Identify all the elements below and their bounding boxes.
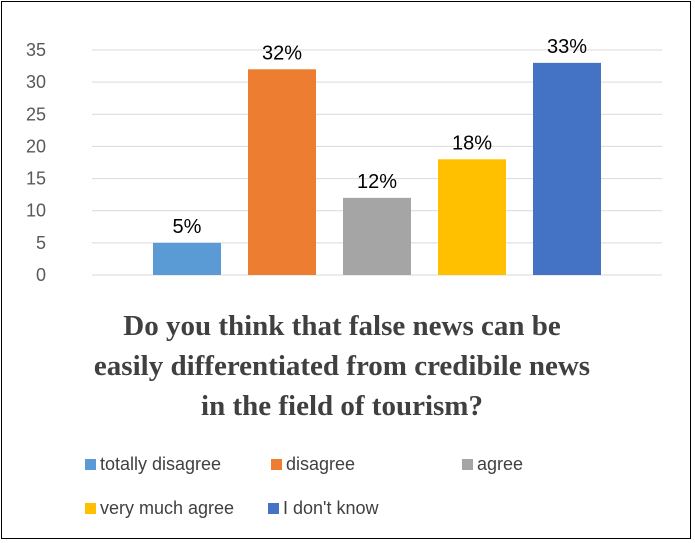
legend-label: totally disagree [100, 454, 222, 474]
legend-item-totally-disagree: totally disagree [85, 454, 221, 475]
data-label: 18% [452, 132, 492, 154]
bar [438, 159, 506, 275]
bar [533, 62, 601, 275]
legend-swatch [268, 503, 279, 514]
legend-label: agree [477, 454, 524, 474]
legend-item-disagree: disagree [271, 454, 355, 475]
chart-title-line: easily differentiated from credibile new… [93, 350, 591, 382]
legend-label: I don't know [283, 498, 379, 518]
legend-swatch [271, 459, 282, 470]
legend-item-agree: agree [462, 454, 523, 475]
chart-title-line: Do you think that false news can be [123, 310, 561, 342]
legend-label: very much agree [100, 498, 235, 518]
bar [248, 69, 316, 276]
bar [153, 242, 221, 275]
y-tick-label: 20 [26, 136, 46, 156]
legend-label: disagree [286, 454, 356, 474]
y-tick-label: 15 [26, 169, 46, 189]
y-tick-label: 35 [26, 40, 46, 60]
data-labels: 5% 32% 12% 18% 33% [173, 36, 588, 238]
chart-title-line: in the field of tourism? [201, 390, 483, 422]
bar [343, 197, 411, 275]
y-axis-ticks: 0 5 10 15 20 25 30 35 [26, 40, 46, 285]
data-label: 5% [173, 216, 202, 238]
y-tick-label: 30 [26, 72, 46, 92]
legend-swatch [85, 459, 96, 470]
chart-title: Do you think that false news can be easi… [62, 306, 622, 426]
data-label: 33% [547, 36, 587, 58]
y-tick-label: 5 [36, 233, 46, 253]
data-label: 12% [357, 171, 397, 193]
legend-swatch [462, 459, 473, 470]
legend-item-i-dont-know: I don't know [268, 498, 379, 519]
y-tick-label: 25 [26, 104, 46, 124]
bars [153, 62, 601, 276]
y-tick-label: 0 [36, 265, 46, 285]
y-tick-label: 10 [26, 201, 46, 221]
legend-swatch [85, 503, 96, 514]
bar-chart: 0 5 10 15 20 25 30 35 5% 32% 12% 18% 33% [26, 36, 662, 285]
data-label: 32% [262, 42, 302, 64]
legend-item-very-much-agree: very much agree [85, 498, 234, 519]
